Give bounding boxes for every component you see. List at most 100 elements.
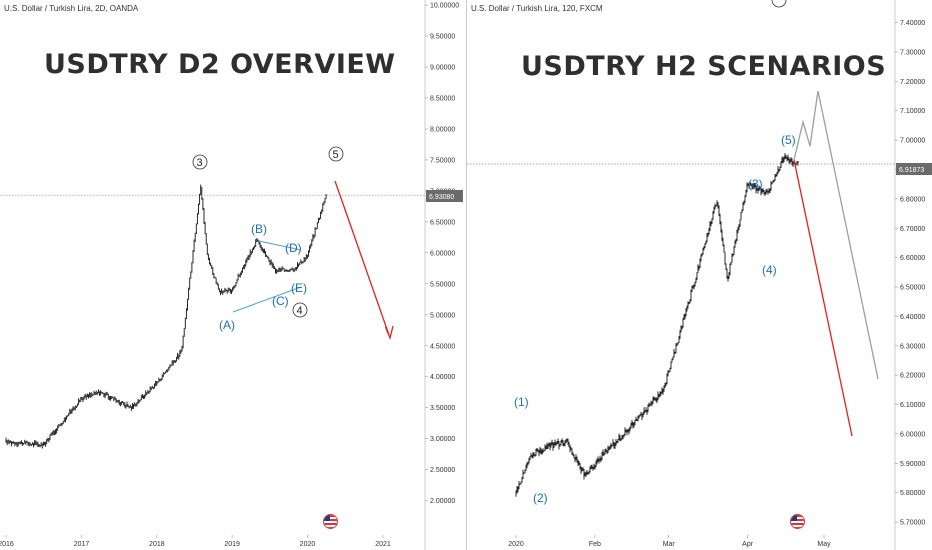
svg-text:6.40000: 6.40000 [900, 314, 925, 321]
right-y-tick: 6.40000 [895, 314, 925, 321]
svg-text:6.60000: 6.60000 [900, 255, 925, 262]
right-wave-2-label: (2) [533, 491, 548, 505]
left-bearish-scenario-line [334, 180, 390, 336]
right-wave-1-label: (1) [514, 395, 529, 409]
right-price-tag: 6.91873 [896, 163, 932, 175]
right-y-tick: 7.40000 [895, 20, 925, 27]
right-x-tick: Mar [663, 535, 676, 548]
left-x-tick: 2020 [300, 535, 316, 548]
svg-text:2017: 2017 [74, 541, 90, 548]
svg-text:6.93080: 6.93080 [429, 194, 454, 201]
left-chart-panel[interactable]: 10.00000 9.50000 9.00000 8.50000 8.00000 7.50… [0, 0, 466, 550]
svg-text:9.50000: 9.50000 [430, 34, 455, 41]
svg-text:6.00000: 6.00000 [430, 250, 455, 257]
svg-text:7.10000: 7.10000 [900, 108, 925, 115]
left-triangle-lower-line [232, 286, 302, 313]
svg-text:4.50000: 4.50000 [430, 343, 455, 350]
svg-text:May: May [817, 541, 831, 548]
left-x-tick: 2017 [74, 535, 90, 548]
svg-text:5.70000: 5.70000 [900, 520, 925, 527]
right-chart-panel[interactable]: 7.400007.300007.200007.100007.000006.900… [467, 0, 932, 550]
svg-text:6.80000: 6.80000 [900, 196, 925, 203]
right-y-tick: 6.60000 [895, 255, 925, 262]
left-y-tick: 6.00000 [425, 250, 455, 257]
svg-text:8.00000: 8.00000 [430, 126, 455, 133]
svg-text:7.40000: 7.40000 [900, 20, 925, 27]
right-y-tick: 6.30000 [895, 343, 925, 350]
left-us-flag-icon[interactable] [323, 514, 338, 529]
left-price-tag: 6.93080 [426, 190, 463, 202]
right-chart-title: USDTRY H2 SCENARIOS [521, 51, 887, 82]
right-x-tick: Apr [742, 535, 754, 548]
right-symbol-label: U.S. Dollar / Turkish Lira, 120, FXCM [471, 4, 603, 13]
left-y-tick: 4.50000 [425, 343, 455, 350]
right-y-axis-ticks: 7.400007.300007.200007.100007.000006.900… [895, 20, 925, 527]
left-x-tick: 2019 [224, 535, 240, 548]
left-wave-a-label: (A) [219, 318, 235, 332]
svg-text:7.50000: 7.50000 [430, 157, 455, 164]
left-y-tick: 5.00000 [425, 312, 455, 319]
right-y-tick: 7.10000 [895, 108, 925, 115]
right-y-tick: 7.20000 [895, 79, 925, 86]
left-x-tick: 2021 [375, 535, 391, 548]
left-y-axis-ticks: 10.00000 9.50000 9.00000 8.50000 8.00000 7.50… [425, 3, 459, 505]
left-arrow-head-icon [384, 325, 394, 341]
right-price-bars [515, 153, 799, 497]
left-y-tick: 7.50000 [425, 157, 455, 164]
right-y-tick: 5.80000 [895, 490, 925, 497]
svg-text:5.90000: 5.90000 [900, 461, 925, 468]
svg-text:6.50000: 6.50000 [430, 219, 455, 226]
left-wave-b-label: (B) [251, 222, 267, 236]
right-y-tick: 6.20000 [895, 373, 925, 380]
svg-text:7.00000: 7.00000 [900, 138, 925, 145]
svg-text:2016: 2016 [0, 541, 14, 548]
right-bullish-scenario-line [793, 90, 879, 380]
left-chart-title: USDTRY D2 OVERVIEW [44, 49, 396, 80]
svg-text:2020: 2020 [300, 541, 316, 548]
svg-text:5.80000: 5.80000 [900, 490, 925, 497]
svg-text:9.00000: 9.00000 [430, 65, 455, 72]
panel-divider [466, 0, 467, 550]
right-y-tick: 6.50000 [895, 285, 925, 292]
right-x-axis-ticks: 2020 Feb Mar Apr May [508, 535, 831, 548]
svg-text:5: 5 [333, 149, 339, 161]
svg-text:Mar: Mar [663, 541, 676, 548]
left-symbol-label: U.S. Dollar / Turkish Lira, 2D, OANDA [4, 4, 139, 13]
left-y-tick: 2.50000 [425, 467, 455, 474]
svg-text:6.91873: 6.91873 [899, 167, 924, 174]
right-us-flag-icon[interactable] [790, 514, 805, 529]
svg-text:7.30000: 7.30000 [900, 49, 925, 56]
svg-text:3.00000: 3.00000 [430, 436, 455, 443]
svg-text:2020: 2020 [508, 541, 524, 548]
svg-text:3: 3 [197, 157, 203, 169]
svg-text:6.70000: 6.70000 [900, 226, 925, 233]
left-wave-4-label: 4 [292, 302, 308, 318]
svg-text:6.10000: 6.10000 [900, 402, 925, 409]
right-x-tick: Feb [589, 535, 601, 548]
left-y-tick: 8.50000 [425, 96, 455, 103]
left-y-tick: 2.00000 [425, 498, 455, 505]
right-y-tick: 6.00000 [895, 431, 925, 438]
svg-text:6.30000: 6.30000 [900, 343, 925, 350]
svg-text:2018: 2018 [149, 541, 165, 548]
svg-text:6.50000: 6.50000 [900, 285, 925, 292]
right-top-marker-icon [771, 0, 787, 8]
svg-text:3.50000: 3.50000 [430, 405, 455, 412]
svg-text:2.00000: 2.00000 [430, 498, 455, 505]
left-chart-canvas[interactable]: 10.00000 9.50000 9.00000 8.50000 8.00000 7.50… [0, 0, 466, 550]
right-y-tick: 6.10000 [895, 402, 925, 409]
svg-text:8.50000: 8.50000 [430, 96, 455, 103]
left-y-tick: 3.00000 [425, 436, 455, 443]
right-wave-5-label: (5) [781, 133, 796, 147]
svg-text:6.20000: 6.20000 [900, 373, 925, 380]
left-y-tick: 8.00000 [425, 126, 455, 133]
svg-text:2019: 2019 [224, 541, 240, 548]
left-y-tick: 10.00000 [425, 3, 459, 10]
svg-text:Feb: Feb [589, 541, 601, 548]
right-y-tick: 6.70000 [895, 226, 925, 233]
svg-text:Apr: Apr [742, 541, 754, 548]
left-y-tick: 4.00000 [425, 374, 455, 381]
left-y-tick: 6.50000 [425, 219, 455, 226]
right-chart-canvas[interactable]: 7.400007.300007.200007.100007.000006.900… [467, 0, 932, 550]
left-wave-d-label: (D) [285, 241, 302, 255]
